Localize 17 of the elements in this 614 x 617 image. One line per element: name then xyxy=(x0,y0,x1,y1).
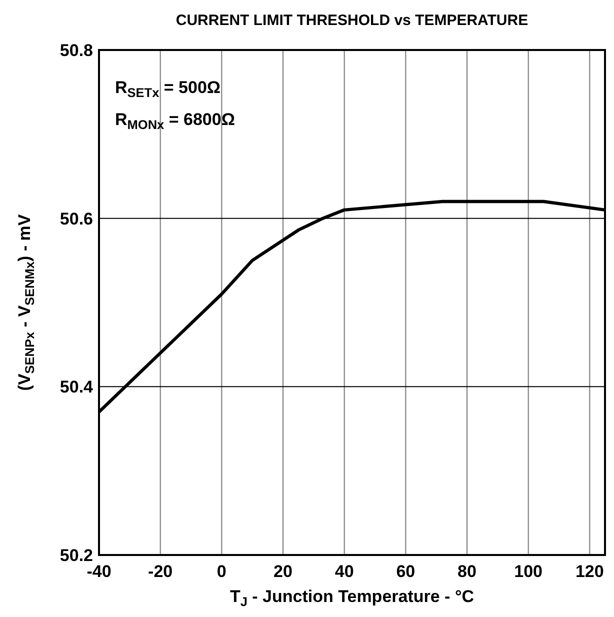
y-tick-label: 50.6 xyxy=(60,209,93,228)
y-tick-label: 50.8 xyxy=(60,41,93,60)
x-tick-label: -40 xyxy=(86,562,112,581)
x-tick-label: 60 xyxy=(396,562,416,581)
y-tick-label: 50.4 xyxy=(60,378,94,397)
x-tick-label: -20 xyxy=(148,562,173,581)
x-tick-label: 100 xyxy=(514,562,543,581)
x-tick-label: 40 xyxy=(334,562,354,581)
y-tick-label: 50.2 xyxy=(60,546,93,565)
annotation: R$_{SETx}$ = 500Ω xyxy=(115,78,221,100)
x-axis-title: T$_{J}$ - Junction Temperature - °C xyxy=(230,587,474,609)
chart-title: CURRENT LIMIT THRESHOLD vs TEMPERATURE xyxy=(176,12,528,29)
x-tick-label: 20 xyxy=(274,562,292,581)
x-tick-label: 80 xyxy=(458,562,476,581)
annotation: R$_{MONx}$ = 6800Ω xyxy=(115,110,235,132)
x-tick-label: 120 xyxy=(575,562,604,581)
x-tick-label: 0 xyxy=(216,562,226,581)
